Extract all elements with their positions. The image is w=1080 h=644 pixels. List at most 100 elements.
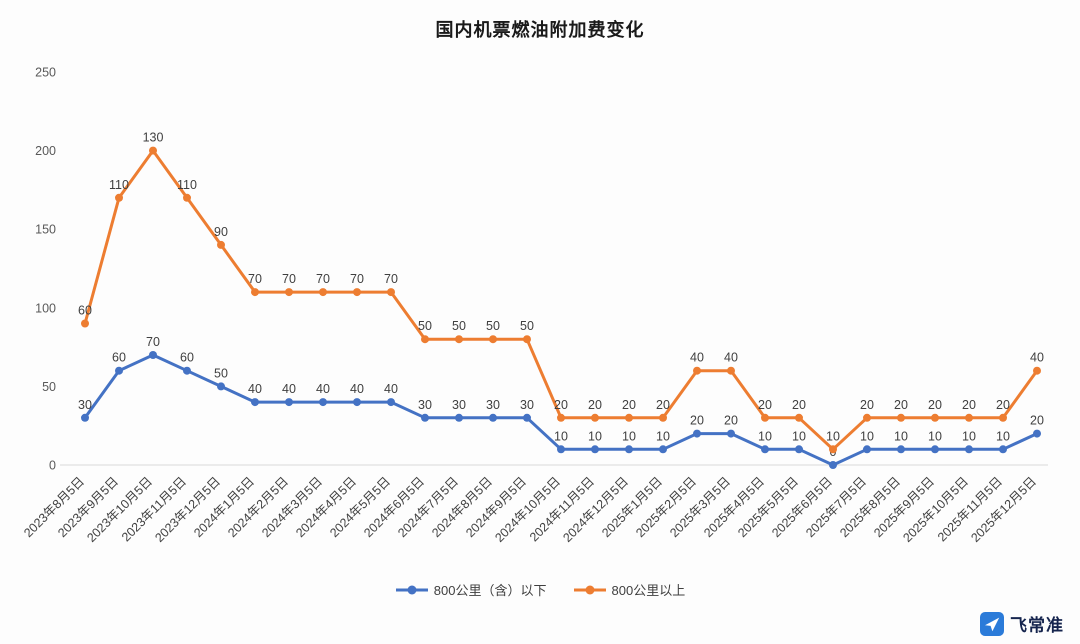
y-axis-tick-label: 100 [35, 301, 56, 315]
data-point [489, 413, 497, 422]
data-label: 30 [418, 398, 432, 412]
data-point [115, 193, 123, 202]
data-point [693, 366, 701, 375]
y-axis-tick-label: 0 [49, 459, 56, 473]
data-point [285, 288, 293, 297]
data-point [421, 335, 429, 344]
data-label: 70 [316, 272, 330, 286]
data-point [727, 366, 735, 375]
data-label: 30 [78, 398, 92, 412]
data-point [251, 398, 259, 407]
data-label: 30 [452, 398, 466, 412]
data-label: 40 [384, 382, 398, 396]
data-label: 20 [622, 398, 636, 412]
chart-legend: 800公里（含）以下 800公里以上 [0, 580, 1080, 599]
data-point [489, 335, 497, 344]
data-point [863, 413, 871, 422]
data-point [319, 288, 327, 297]
data-point [795, 445, 803, 454]
data-point [115, 366, 123, 375]
data-label: 70 [350, 272, 364, 286]
data-label: 20 [588, 398, 602, 412]
data-label: 70 [282, 272, 296, 286]
data-label: 70 [384, 272, 398, 286]
data-point [557, 413, 565, 422]
y-axis-tick-label: 50 [42, 380, 56, 394]
data-label: 20 [792, 398, 806, 412]
data-point [455, 413, 463, 422]
data-point [761, 445, 769, 454]
data-point [353, 288, 361, 297]
data-label: 10 [622, 429, 636, 443]
data-point [81, 319, 89, 328]
data-point [285, 398, 293, 407]
data-point [353, 398, 361, 407]
data-point [761, 413, 769, 422]
data-point [81, 413, 89, 422]
data-point [387, 288, 395, 297]
data-point [455, 335, 463, 344]
variflight-logo-text: 飞常准 [1010, 616, 1064, 635]
data-point [693, 429, 701, 438]
variflight-logo: 飞常准 [980, 611, 1064, 636]
chart-title: 国内机票燃油附加费变化 [435, 20, 645, 40]
data-label: 90 [214, 225, 228, 239]
data-label: 20 [962, 398, 976, 412]
data-label: 40 [248, 382, 262, 396]
data-point [727, 429, 735, 438]
data-point [183, 366, 191, 375]
data-label: 40 [282, 382, 296, 396]
data-point [897, 445, 905, 454]
variflight-logo-icon [980, 611, 1004, 636]
y-axis-tick-label: 200 [35, 144, 56, 158]
data-label: 60 [180, 351, 194, 365]
data-label: 10 [996, 429, 1010, 443]
data-label: 10 [792, 429, 806, 443]
data-point [183, 193, 191, 202]
data-label: 50 [418, 319, 432, 333]
data-label: 50 [520, 319, 534, 333]
legend-marker-icon [395, 585, 428, 594]
data-label: 70 [146, 335, 160, 349]
data-label: 20 [928, 398, 942, 412]
data-label: 50 [214, 366, 228, 380]
data-label: 30 [486, 398, 500, 412]
data-label: 70 [248, 272, 262, 286]
data-point [659, 445, 667, 454]
data-label: 110 [109, 178, 129, 192]
data-label: 30 [520, 398, 534, 412]
data-point [523, 413, 531, 422]
data-point [1033, 366, 1041, 375]
data-point [965, 413, 973, 422]
data-label: 40 [1030, 351, 1044, 365]
data-point [591, 413, 599, 422]
data-point [149, 351, 157, 359]
data-point [659, 413, 667, 422]
data-label: 10 [588, 429, 602, 443]
data-point [829, 461, 837, 469]
data-label: 20 [996, 398, 1010, 412]
data-point [863, 445, 871, 454]
data-point [217, 382, 225, 391]
data-label: 40 [316, 382, 330, 396]
data-point [557, 445, 565, 454]
legend-marker-icon [573, 585, 606, 594]
data-point [251, 288, 259, 297]
fuel-surcharge-line-chart: 0501001502002502023年8月5日2023年9月5日2023年10… [21, 66, 1048, 545]
data-label: 40 [690, 351, 704, 365]
data-label: 130 [143, 131, 164, 145]
data-point [795, 413, 803, 422]
data-label: 50 [452, 319, 466, 333]
data-label: 110 [177, 178, 197, 192]
data-label: 10 [758, 429, 772, 443]
data-label: 60 [112, 351, 126, 365]
data-label: 20 [554, 398, 568, 412]
data-label: 20 [758, 398, 772, 412]
y-axis-tick-label: 150 [35, 223, 56, 237]
legend-item: 800公里以上 [573, 580, 685, 599]
data-point [217, 240, 225, 249]
data-point [999, 445, 1007, 454]
data-point [625, 445, 633, 454]
data-label: 20 [656, 398, 670, 412]
data-point [319, 398, 327, 407]
